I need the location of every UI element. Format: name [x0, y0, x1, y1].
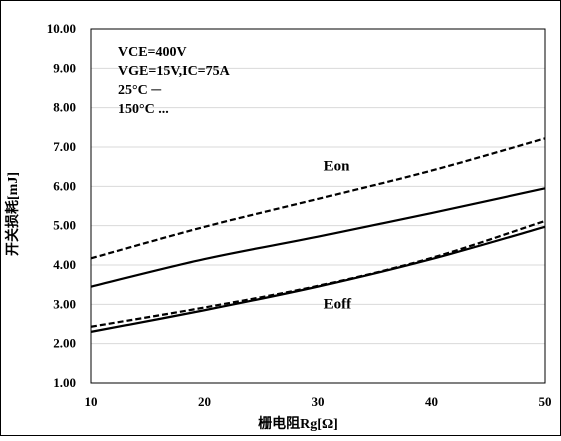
x-tick-labels: 10 20 30 40 50	[85, 394, 552, 409]
series-line-eon-25c	[90, 187, 546, 288]
series-layer	[90, 137, 546, 333]
y-tick-label: 2.00	[53, 336, 76, 351]
y-axis-label: 开关损耗[mJ]	[4, 172, 21, 256]
y-tick-label: 9.00	[53, 60, 76, 75]
condition-line: 25°C ─	[118, 83, 161, 98]
series-line-eoff-150c	[90, 219, 546, 328]
y-tick-labels: 1.00 2.00 3.00 4.00 5.00 6.00 7.00 8.00 9.00 10.0…	[47, 21, 76, 390]
x-tick-label: 20	[198, 394, 211, 409]
condition-line: VGE=15V,IC=75A	[118, 64, 231, 79]
x-tick-label: 30	[312, 394, 325, 409]
y-tick-label: 7.00	[53, 139, 76, 154]
grid-layer	[91, 67, 545, 345]
annotations-layer: Eon Eoff	[324, 159, 353, 313]
x-axis-label: 栅电阻Rg[Ω]	[258, 415, 338, 432]
x-tick-label: 40	[425, 394, 438, 409]
series-annotation: Eoff	[324, 296, 353, 312]
y-tick-label: 4.00	[53, 257, 76, 272]
y-tick-label: 8.00	[53, 100, 76, 115]
conditions-block: VCE=400V VGE=15V,IC=75A 25°C ─ 150°C ...	[118, 45, 231, 117]
y-tick-label: 10.00	[47, 21, 76, 36]
y-tick-label: 3.00	[53, 296, 76, 311]
series-line-eon-150c	[90, 137, 546, 260]
y-tick-label: 5.00	[53, 218, 76, 233]
condition-line: 150°C ...	[118, 102, 169, 117]
x-tick-label: 50	[539, 394, 552, 409]
y-tick-label: 6.00	[53, 178, 76, 193]
y-tick-label: 1.00	[53, 375, 76, 390]
x-tick-label: 10	[85, 394, 98, 409]
condition-line: VCE=400V	[118, 45, 187, 60]
series-annotation: Eon	[324, 159, 351, 175]
plot-frame	[90, 28, 546, 384]
